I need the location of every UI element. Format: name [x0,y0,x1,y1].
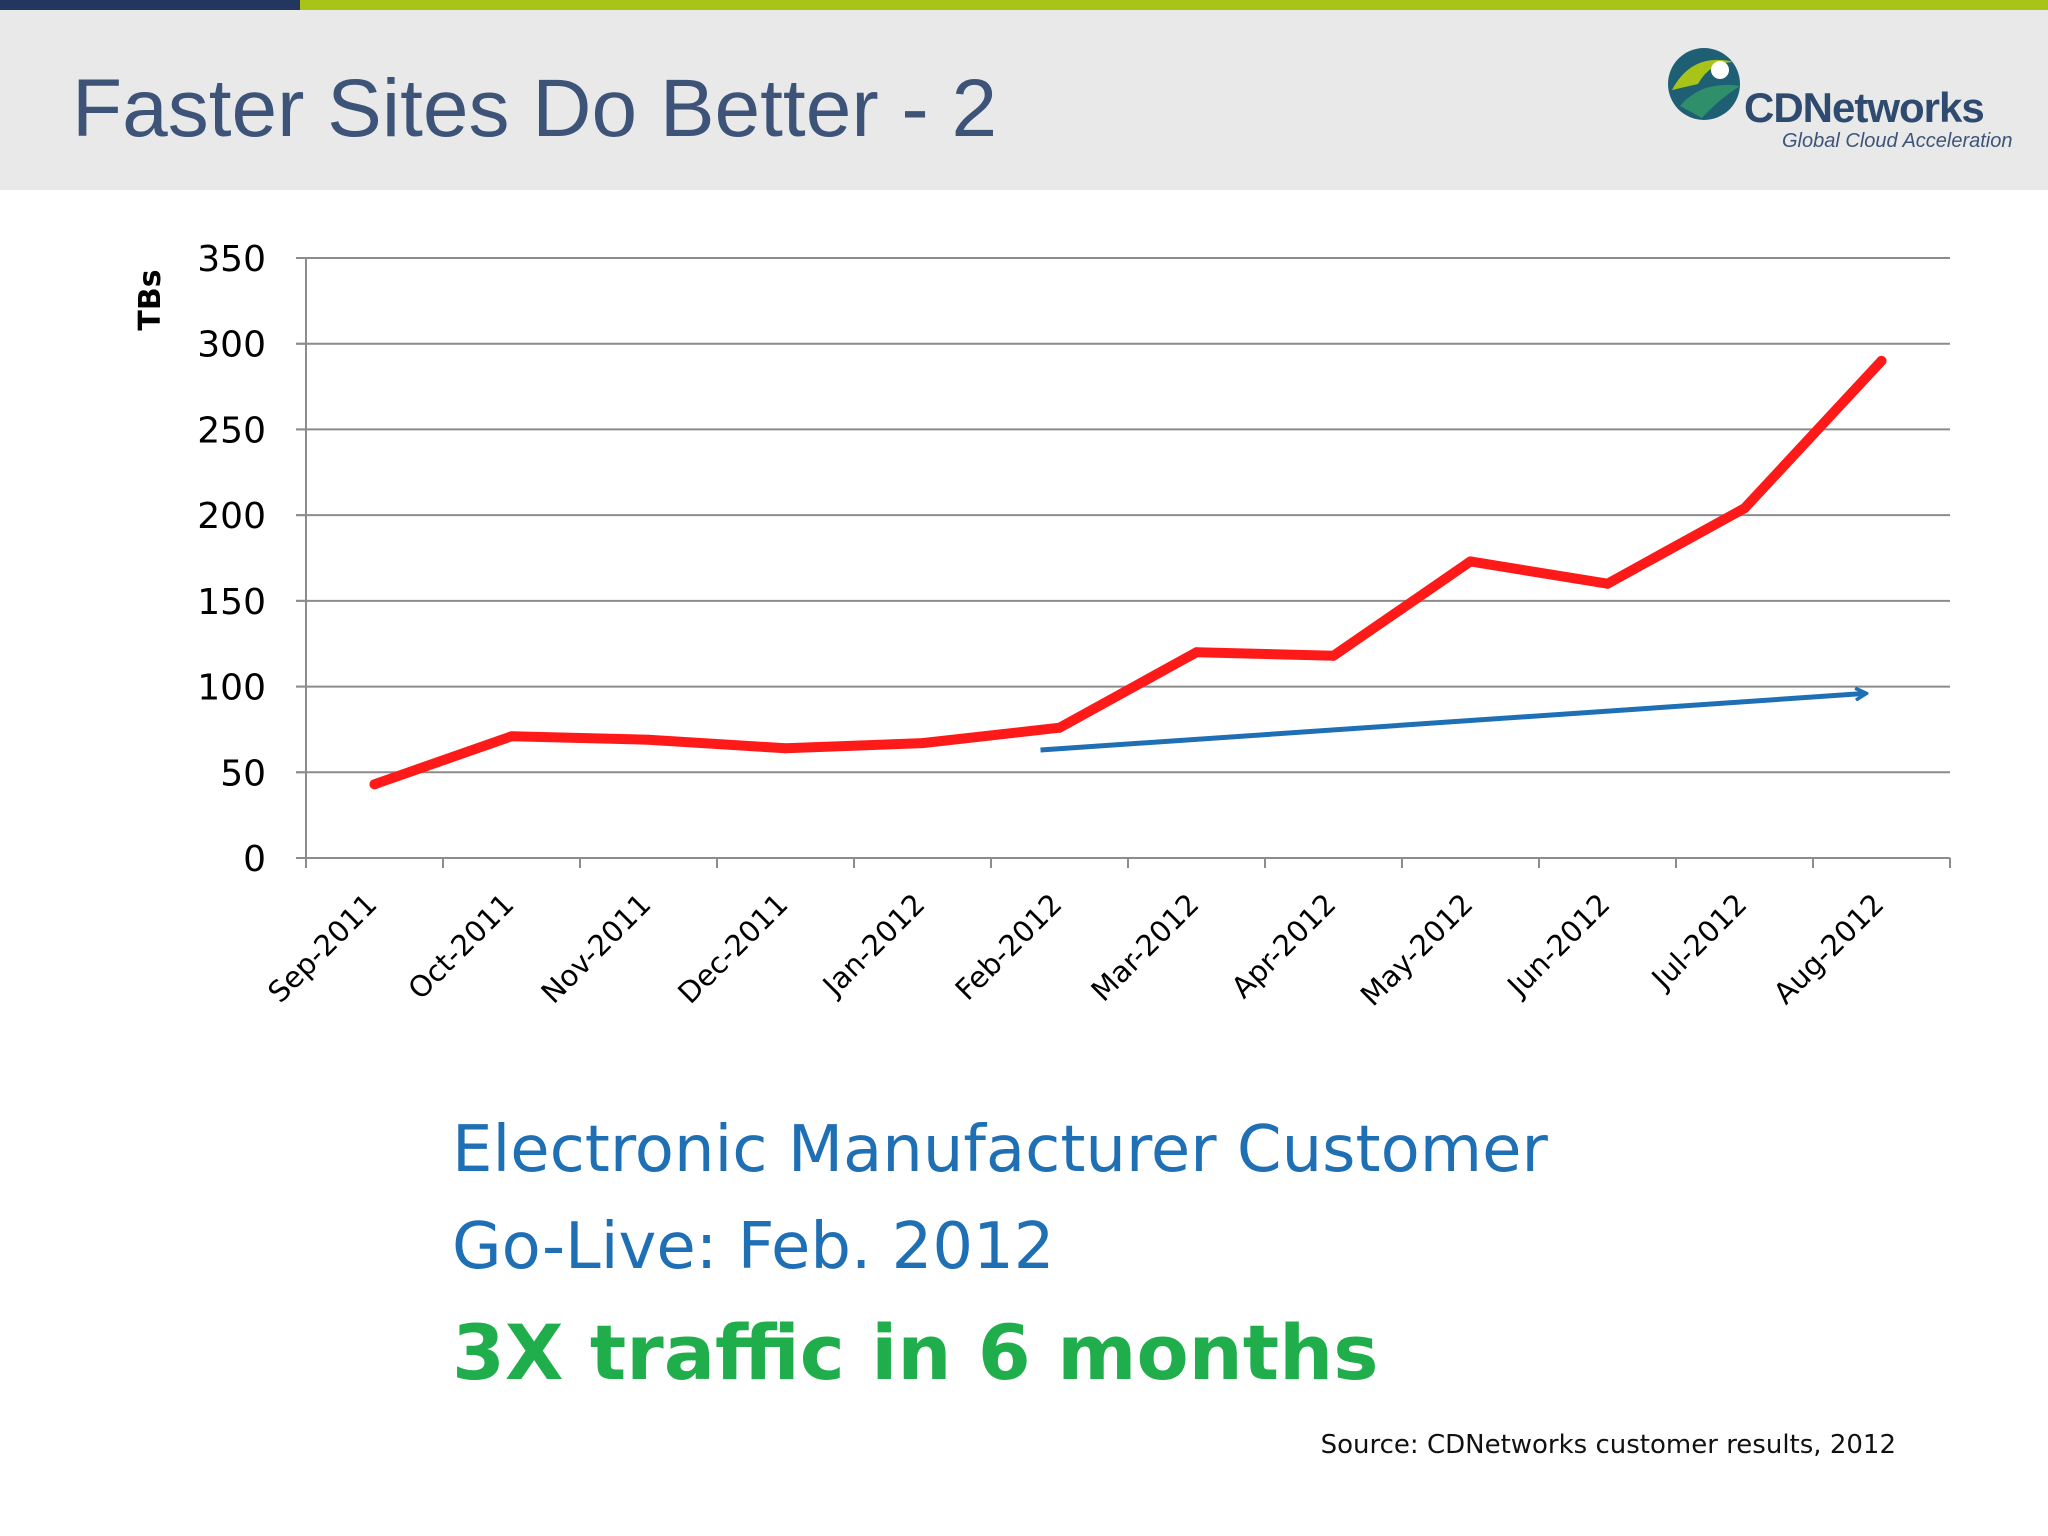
y-axis-label: TBs [133,269,168,330]
x-tick-label: May-2012 [1354,887,1480,1013]
data-point [369,779,380,790]
annotation-layer [1040,693,1866,753]
data-point [506,731,517,742]
trend-arrow [1040,693,1866,753]
y-tick-label: 200 [197,496,266,537]
data-point [1739,503,1750,514]
series-layer [369,355,1887,790]
globe-logo-icon [1668,48,1740,120]
data-point [917,738,928,749]
y-tick-labels: 0 50 100 150 200 250 300 350 [197,239,266,880]
top-accent-lime [300,0,2048,10]
x-tick-label: Feb-2012 [949,887,1069,1007]
x-tick-label: Jan-2012 [815,887,932,1004]
data-point [643,734,654,745]
x-tick-labels: Sep-2011 Oct-2011 Nov-2011 Dec-2011 Jan-2012… [261,887,1890,1013]
company-logo: CDNetworks Global Cloud Acceleration [1662,40,2013,160]
source-note: Source: CDNetworks customer results, 201… [1320,1430,1896,1460]
series-line [369,355,1887,790]
x-tick-label: Mar-2012 [1084,887,1205,1008]
y-tick-label: 150 [197,582,266,623]
x-tick-label: Jun-2012 [1499,887,1616,1004]
y-tick-label: 50 [220,753,266,794]
data-point [1054,722,1065,733]
data-point [1191,647,1202,658]
y-tick-label: 300 [197,325,266,366]
y-tick-label: 100 [197,668,266,709]
traffic-line-chart: 0 50 100 150 200 250 300 350 Sep-2011 Oct-2011 No… [133,239,1951,1013]
caption-go-live: Go-Live: Feb. 2012 [452,1210,1055,1284]
data-point [1602,578,1613,589]
x-tick-label: Jul-2012 [1644,887,1754,997]
y-tick-label: 350 [197,239,266,280]
x-tick-label: Aug-2012 [1767,887,1891,1011]
x-tick-label: Apr-2012 [1225,887,1343,1005]
data-point [780,743,791,754]
logo-name: CDNetworks [1744,84,1985,131]
axes [296,257,1951,868]
x-tick-label: Nov-2011 [534,887,657,1010]
data-point [1465,556,1476,567]
caption-result: 3X traffic in 6 months [452,1308,1379,1397]
logo-tagline: Global Cloud Acceleration [1782,130,2013,152]
y-tick-label: 250 [197,410,266,451]
top-accent-bar [0,0,2048,10]
data-point [1876,355,1887,366]
x-tick-label: Sep-2011 [261,887,383,1009]
caption-customer: Electronic Manufacturer Customer [452,1113,1548,1187]
y-tick-label: 0 [243,839,266,880]
data-point [1328,650,1339,661]
slide-title: Faster Sites Do Better - 2 [72,63,998,154]
top-accent-navy [0,0,300,10]
grid-lines [296,257,1950,774]
x-tick-label: Dec-2011 [671,887,794,1010]
x-tick-label: Oct-2011 [401,887,520,1006]
